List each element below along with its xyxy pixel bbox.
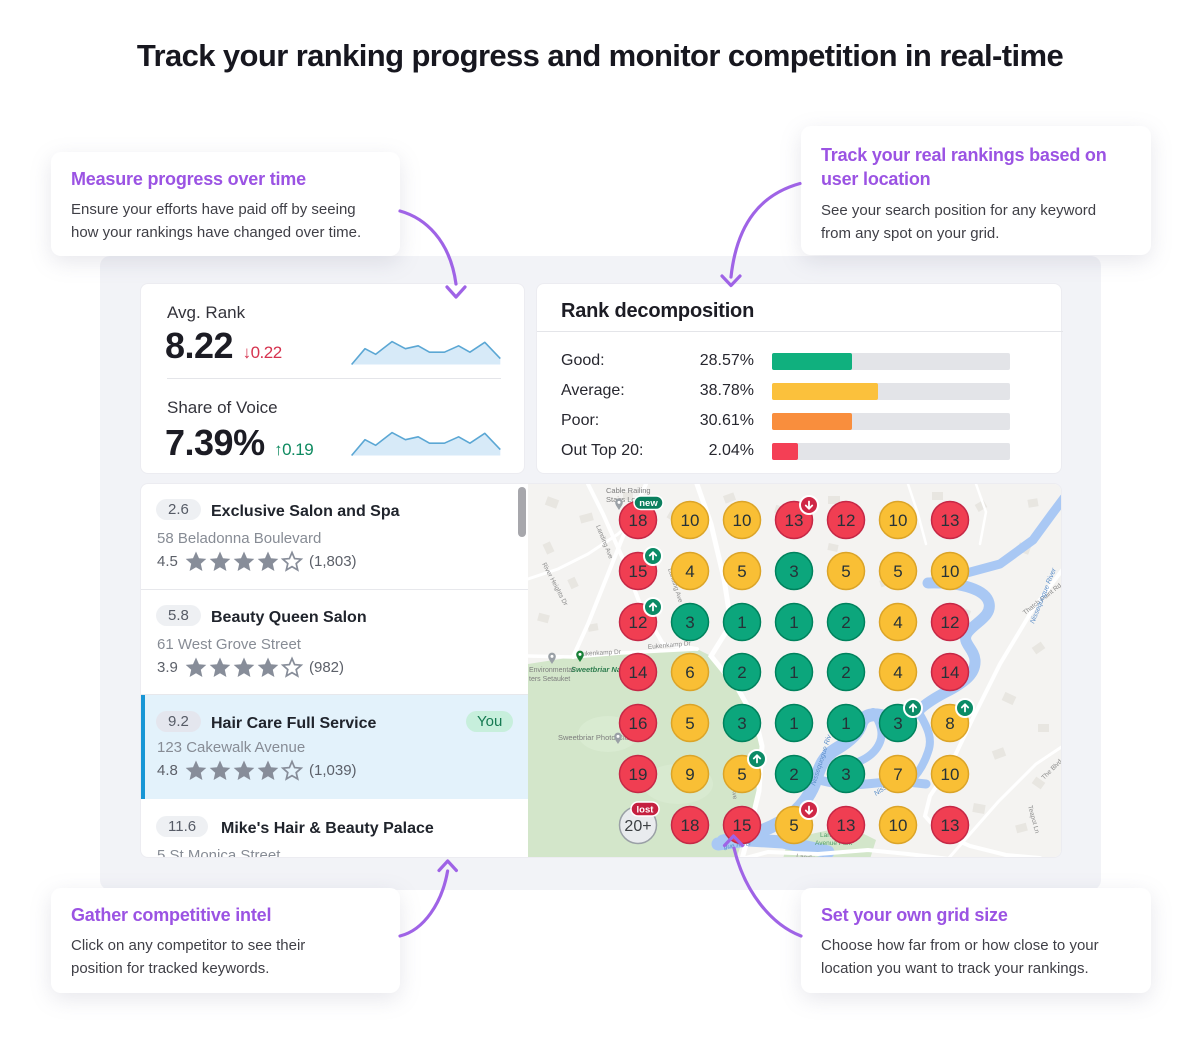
svg-text:10: 10 bbox=[941, 765, 960, 784]
svg-text:13: 13 bbox=[785, 511, 804, 530]
svg-text:5: 5 bbox=[893, 562, 902, 581]
svg-text:Cable Railing: Cable Railing bbox=[606, 486, 651, 495]
svg-text:Sweetbriar Photo Club: Sweetbriar Photo Club bbox=[558, 733, 633, 742]
svg-text:19: 19 bbox=[629, 765, 648, 784]
svg-text:10: 10 bbox=[733, 511, 752, 530]
svg-text:2: 2 bbox=[841, 613, 850, 632]
svg-text:Eukenkamp Dr: Eukenkamp Dr bbox=[648, 640, 692, 651]
svg-text:3: 3 bbox=[685, 613, 694, 632]
svg-text:1: 1 bbox=[789, 613, 798, 632]
svg-text:20+: 20+ bbox=[624, 818, 651, 835]
svg-text:2: 2 bbox=[841, 663, 850, 682]
svg-text:Sweetbriar Natur: Sweetbriar Natur bbox=[571, 665, 632, 674]
svg-text:10: 10 bbox=[941, 562, 960, 581]
svg-text:13: 13 bbox=[941, 511, 960, 530]
svg-text:7: 7 bbox=[893, 765, 902, 784]
svg-text:12: 12 bbox=[629, 613, 648, 632]
svg-text:5: 5 bbox=[737, 562, 746, 581]
svg-text:14: 14 bbox=[941, 663, 960, 682]
svg-text:lost: lost bbox=[637, 805, 655, 816]
svg-text:10: 10 bbox=[889, 511, 908, 530]
svg-text:9: 9 bbox=[685, 765, 694, 784]
svg-text:1: 1 bbox=[737, 613, 746, 632]
svg-text:12: 12 bbox=[941, 613, 960, 632]
svg-text:14: 14 bbox=[629, 663, 648, 682]
svg-text:13: 13 bbox=[837, 816, 856, 835]
svg-text:2: 2 bbox=[789, 765, 798, 784]
svg-text:new: new bbox=[639, 498, 658, 509]
svg-text:3: 3 bbox=[737, 714, 746, 733]
svg-text:16: 16 bbox=[629, 714, 648, 733]
svg-text:1: 1 bbox=[789, 714, 798, 733]
svg-text:10: 10 bbox=[681, 511, 700, 530]
svg-text:15: 15 bbox=[733, 816, 752, 835]
svg-text:18: 18 bbox=[629, 511, 648, 530]
svg-text:15: 15 bbox=[629, 562, 648, 581]
svg-text:8: 8 bbox=[945, 714, 954, 733]
svg-text:5: 5 bbox=[841, 562, 850, 581]
svg-text:4: 4 bbox=[685, 562, 694, 581]
svg-text:Environmental: Environmental bbox=[529, 667, 574, 674]
svg-text:3: 3 bbox=[893, 714, 902, 733]
svg-text:5: 5 bbox=[685, 714, 694, 733]
svg-text:13: 13 bbox=[941, 816, 960, 835]
svg-text:Eukenkamp Dr: Eukenkamp Dr bbox=[578, 649, 622, 658]
svg-text:4: 4 bbox=[893, 663, 902, 682]
svg-text:18: 18 bbox=[681, 816, 700, 835]
svg-text:5: 5 bbox=[789, 816, 798, 835]
svg-text:2: 2 bbox=[737, 663, 746, 682]
svg-text:12: 12 bbox=[837, 511, 856, 530]
svg-text:1: 1 bbox=[789, 663, 798, 682]
svg-text:Landing Ave: Landing Ave bbox=[796, 853, 833, 858]
svg-text:3: 3 bbox=[841, 765, 850, 784]
svg-text:ters Setauket: ters Setauket bbox=[529, 676, 570, 683]
svg-text:10: 10 bbox=[889, 816, 908, 835]
svg-text:4: 4 bbox=[893, 613, 902, 632]
svg-text:6: 6 bbox=[685, 663, 694, 682]
svg-text:5: 5 bbox=[737, 765, 746, 784]
svg-text:3: 3 bbox=[789, 562, 798, 581]
svg-text:Avenue Park: Avenue Park bbox=[815, 840, 853, 847]
svg-text:1: 1 bbox=[841, 714, 850, 733]
